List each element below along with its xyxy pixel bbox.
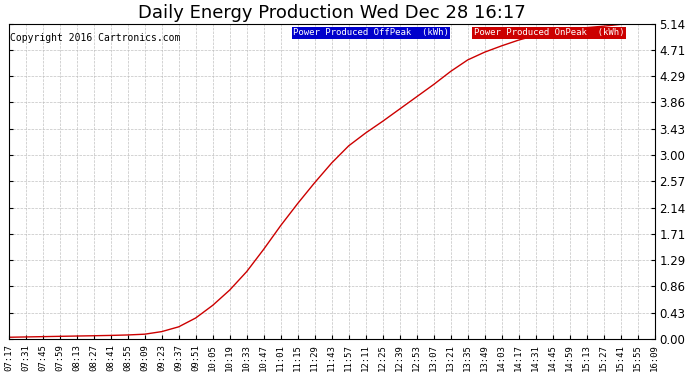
- Title: Daily Energy Production Wed Dec 28 16:17: Daily Energy Production Wed Dec 28 16:17: [138, 4, 526, 22]
- Text: Power Produced OffPeak  (kWh): Power Produced OffPeak (kWh): [293, 28, 448, 38]
- Text: Power Produced OnPeak  (kWh): Power Produced OnPeak (kWh): [474, 28, 624, 38]
- Text: Copyright 2016 Cartronics.com: Copyright 2016 Cartronics.com: [10, 33, 180, 43]
